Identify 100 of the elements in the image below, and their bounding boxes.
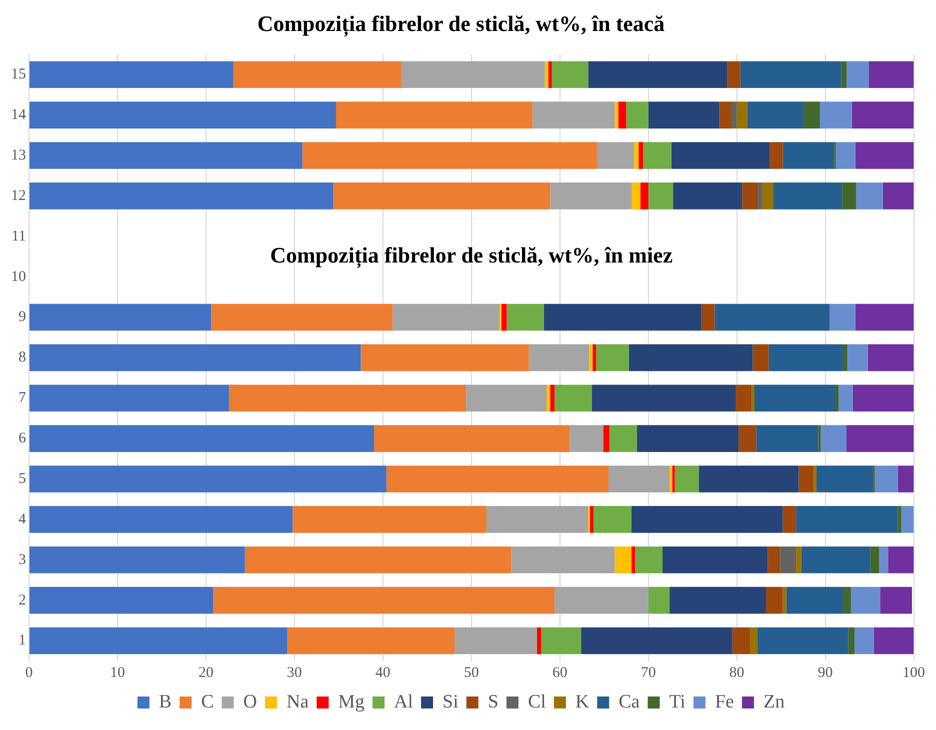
bar — [608, 466, 670, 492]
legend-label: Al — [394, 691, 414, 712]
bar — [719, 102, 732, 128]
bar — [618, 102, 626, 128]
bar — [30, 384, 229, 412]
legend-label: K — [575, 691, 590, 712]
bar — [754, 384, 836, 412]
bar — [880, 586, 912, 614]
bar — [836, 142, 856, 169]
bar — [736, 384, 752, 412]
y-tick-label: 12 — [11, 188, 26, 204]
bar — [233, 61, 402, 88]
bar — [550, 384, 555, 412]
bar — [588, 61, 728, 88]
bar — [838, 384, 853, 412]
bar — [782, 586, 786, 614]
bar — [501, 304, 507, 331]
y-tick-label: 13 — [11, 147, 26, 164]
bar — [30, 627, 288, 654]
bar — [211, 304, 393, 331]
bar — [634, 142, 639, 169]
chart-title: Compoziția fibrelor de sticlă, wt%, în teacă — [257, 10, 665, 37]
bar — [228, 384, 466, 412]
bar — [593, 506, 632, 533]
bar — [670, 586, 766, 614]
bar — [506, 304, 544, 331]
bar — [648, 182, 674, 210]
bar — [770, 142, 783, 169]
bar — [762, 182, 774, 210]
bar — [590, 506, 594, 533]
bar — [786, 586, 843, 614]
bar — [842, 586, 851, 614]
bar — [757, 627, 848, 654]
bar — [581, 627, 732, 654]
bar — [816, 466, 874, 492]
bar — [292, 506, 486, 533]
legend-label: B — [158, 691, 172, 712]
bar — [846, 425, 914, 452]
bar — [870, 546, 880, 574]
bar — [752, 384, 754, 412]
bar — [336, 102, 532, 128]
x-tick-label: 60 — [552, 664, 568, 681]
bar — [30, 586, 214, 614]
legend-label: Ti — [669, 691, 686, 712]
y-tick-label: 3 — [18, 552, 26, 568]
bar — [868, 61, 914, 88]
bar — [750, 627, 758, 654]
y-tick-label: 14 — [11, 106, 26, 123]
bar — [640, 182, 648, 210]
bar — [820, 425, 847, 452]
bar — [850, 586, 880, 614]
bar — [30, 425, 374, 452]
bar — [874, 627, 914, 654]
x-tick-label: 10 — [110, 664, 125, 681]
bar — [841, 61, 847, 88]
bar — [213, 586, 555, 614]
bar — [780, 546, 796, 574]
bar — [854, 627, 874, 654]
bar — [589, 344, 593, 372]
bar — [714, 304, 830, 331]
bar — [796, 546, 802, 574]
bar — [856, 182, 883, 210]
bar — [536, 627, 542, 654]
bar — [30, 466, 386, 492]
bar — [532, 102, 615, 128]
bar — [888, 546, 914, 574]
bar — [756, 425, 818, 452]
bar — [374, 425, 570, 452]
bar — [804, 102, 820, 128]
bar — [672, 466, 675, 492]
bar — [848, 627, 854, 654]
y-tick-label: 6 — [18, 430, 26, 447]
bar — [628, 344, 753, 372]
bar — [454, 627, 537, 654]
bar — [742, 182, 758, 210]
bar — [648, 586, 670, 614]
bar — [852, 384, 914, 412]
bar — [796, 506, 898, 533]
bar — [544, 61, 548, 88]
bar — [550, 182, 632, 210]
bar — [287, 627, 455, 654]
bar — [738, 425, 756, 452]
y-tick-label: 5 — [18, 470, 26, 487]
legend-label: O — [243, 691, 258, 712]
x-tick-label: 80 — [729, 664, 744, 681]
bar — [626, 102, 648, 128]
bar — [731, 102, 737, 128]
bar — [30, 102, 336, 128]
bar — [528, 344, 590, 372]
bar — [879, 546, 888, 574]
bar — [30, 344, 361, 372]
bar — [673, 182, 742, 210]
y-tick-label: 7 — [18, 390, 26, 406]
bar — [30, 61, 234, 88]
bar — [835, 384, 839, 412]
bar — [671, 142, 770, 169]
bar — [752, 344, 769, 372]
bar — [302, 142, 598, 169]
bar — [727, 61, 740, 88]
bar — [552, 61, 588, 88]
